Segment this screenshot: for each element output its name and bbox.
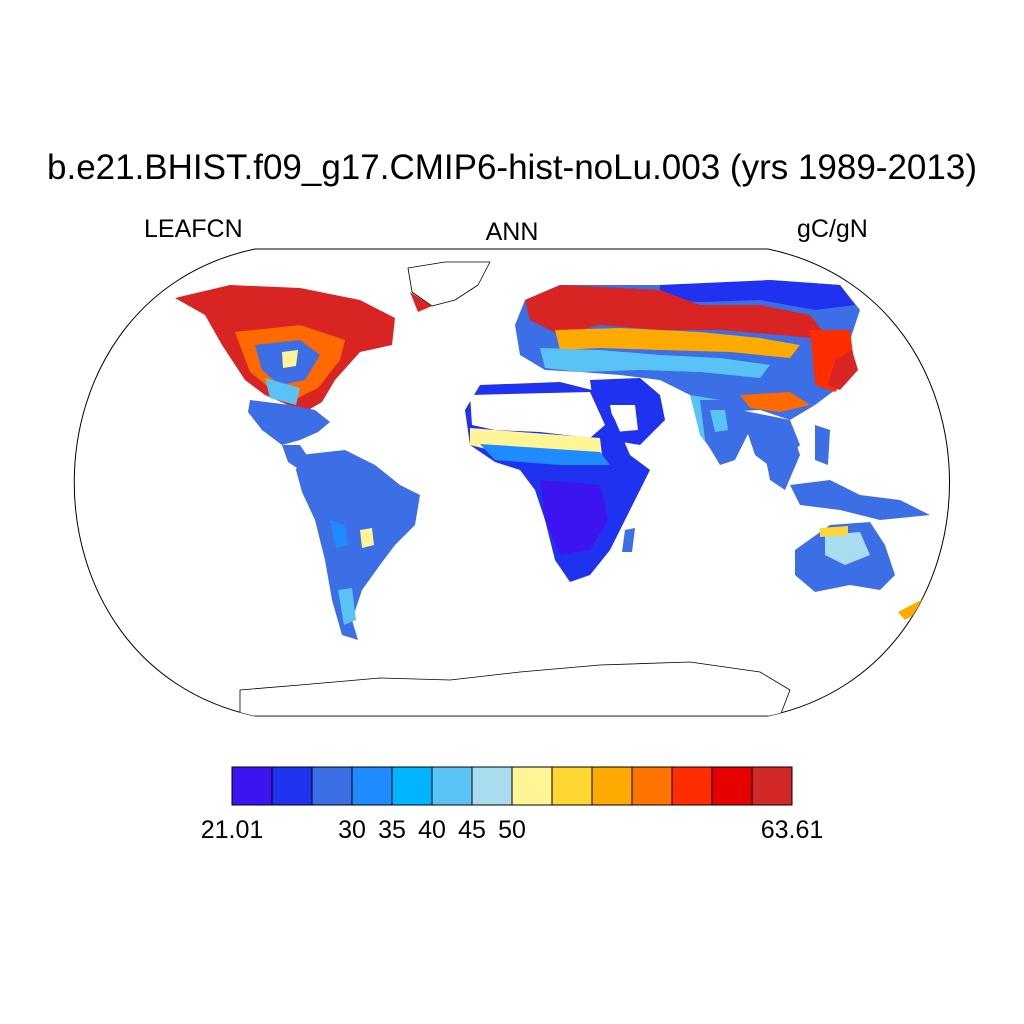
colorbar-box bbox=[631, 766, 673, 806]
colorbar-label: 45 bbox=[458, 816, 486, 844]
japan bbox=[828, 350, 858, 390]
colorbar-box bbox=[711, 766, 753, 806]
colorbar-box bbox=[271, 766, 313, 806]
greenland bbox=[407, 261, 491, 312]
units-label: gC/gN bbox=[797, 215, 868, 243]
colorbar-label: 21.01 bbox=[200, 816, 264, 844]
south-asia bbox=[700, 400, 930, 520]
season-label: ANN bbox=[485, 218, 539, 246]
colorbar-box bbox=[311, 766, 353, 806]
south-america bbox=[296, 450, 420, 640]
colorbar-label: 40 bbox=[418, 816, 446, 844]
antarctica bbox=[239, 661, 791, 716]
africa bbox=[465, 382, 650, 582]
colorbar-box bbox=[511, 766, 553, 806]
colorbar-label: 35 bbox=[378, 816, 406, 844]
colorbar-box bbox=[671, 766, 713, 806]
colorbar-box bbox=[751, 766, 793, 806]
plot-title: b.e21.BHIST.f09_g17.CMIP6-hist-noLu.003 … bbox=[47, 148, 977, 187]
colorbar-box bbox=[591, 766, 633, 806]
north-america bbox=[175, 285, 395, 470]
colorbar-label: 50 bbox=[498, 816, 526, 844]
colorbar-label: 63.61 bbox=[760, 816, 824, 844]
colorbar-box bbox=[551, 766, 593, 806]
madagascar bbox=[622, 528, 635, 552]
colorbar-box bbox=[471, 766, 513, 806]
variable-label: LEAFCN bbox=[144, 215, 243, 243]
colorbar-box bbox=[391, 766, 433, 806]
colorbar-box bbox=[231, 766, 273, 806]
colorbar-box bbox=[431, 766, 473, 806]
colorbar-label: 30 bbox=[338, 816, 366, 844]
colorbar-box bbox=[351, 766, 393, 806]
australia bbox=[795, 522, 895, 592]
